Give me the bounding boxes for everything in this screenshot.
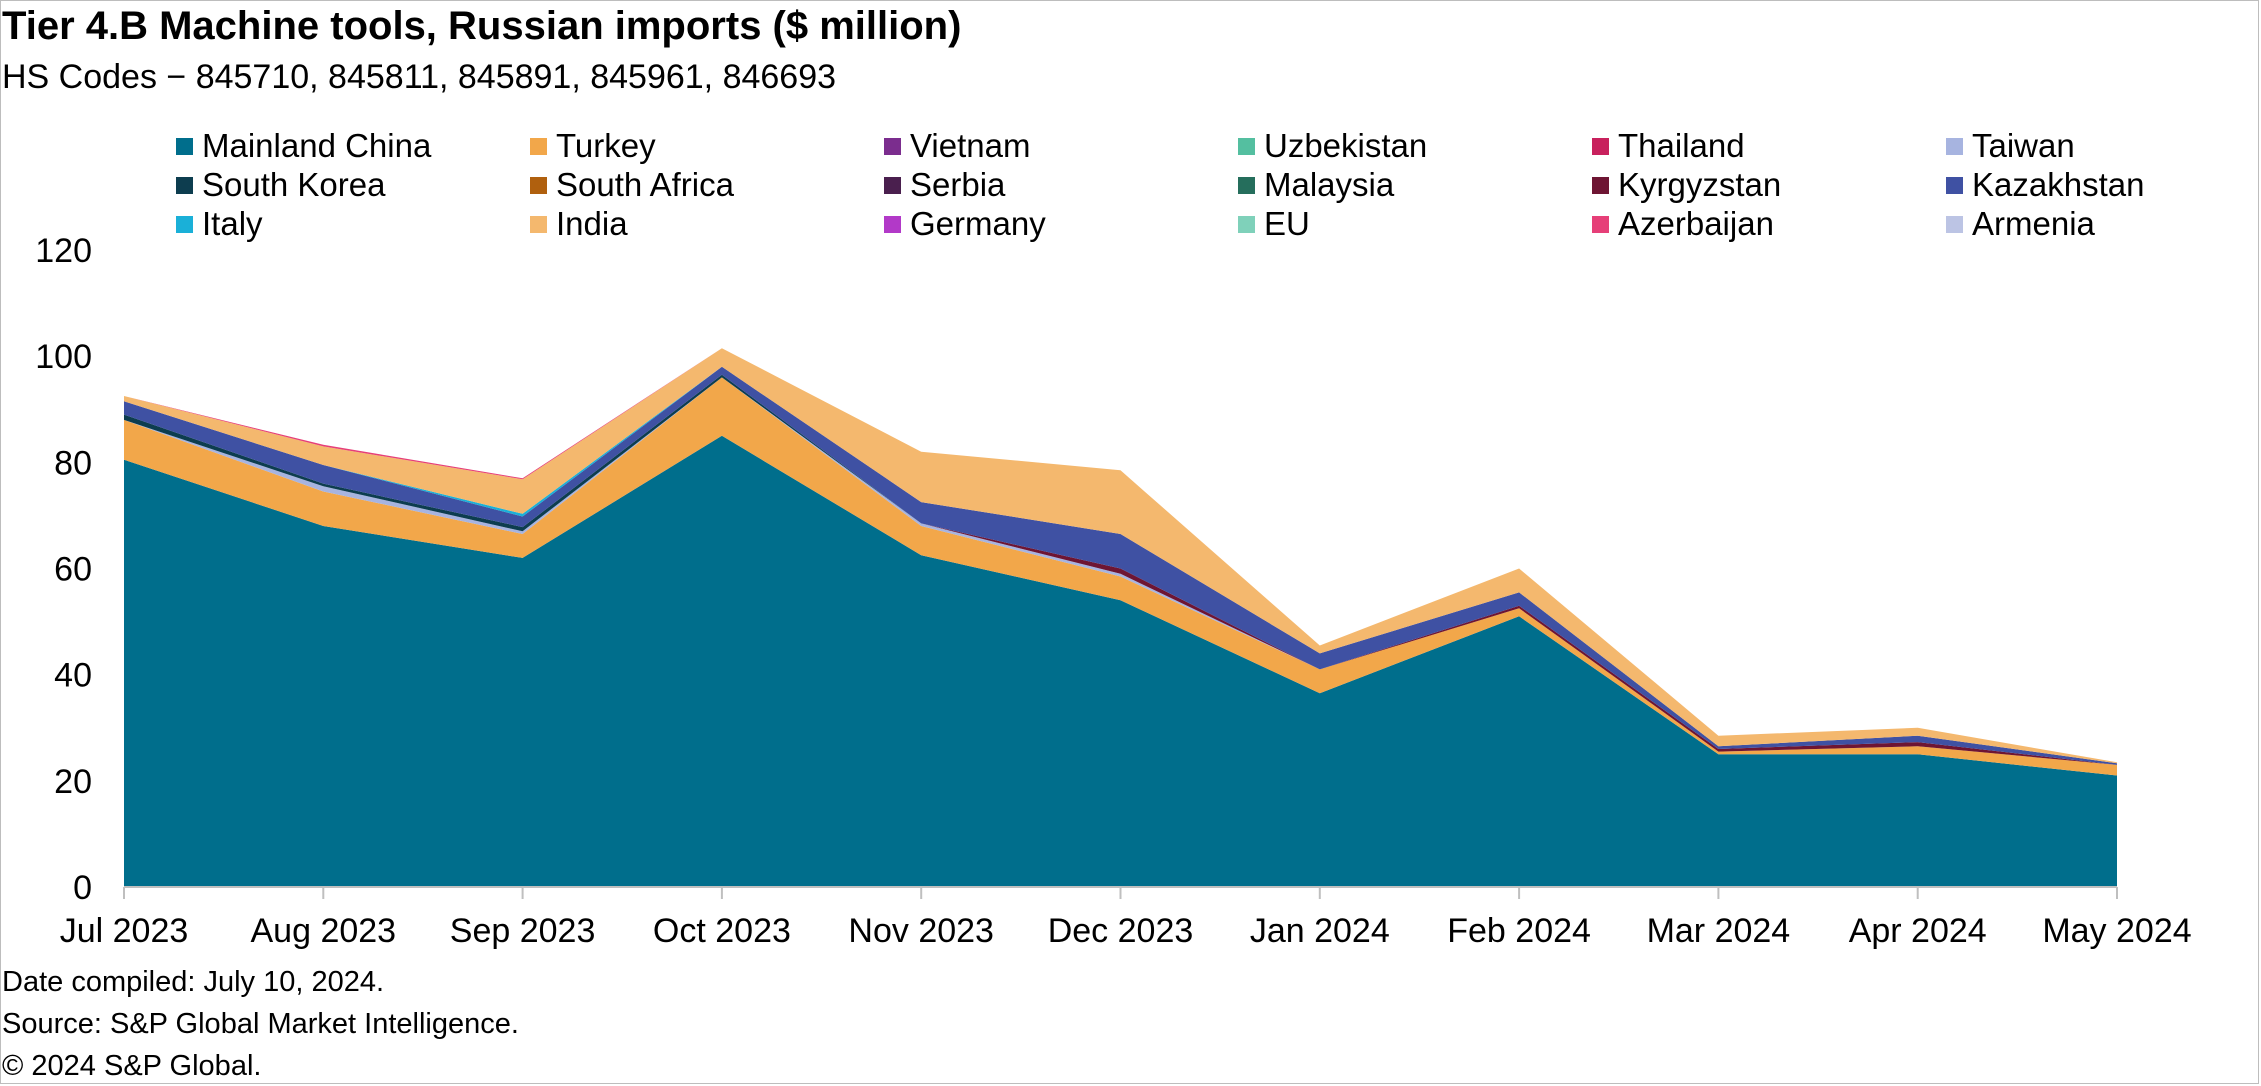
legend-item: Armenia xyxy=(1946,205,2261,242)
legend-item: Azerbaijan xyxy=(1592,205,1946,242)
y-tick-label: 60 xyxy=(54,551,92,589)
legend-swatch xyxy=(884,137,901,155)
legend-label: EU xyxy=(1264,205,1310,242)
legend-item: Turkey xyxy=(530,127,884,164)
legend-item: South Korea xyxy=(176,166,530,203)
legend-swatch xyxy=(1946,215,1963,233)
y-tick-label: 80 xyxy=(54,444,92,482)
y-tick-label: 40 xyxy=(54,657,92,695)
legend-item: Malaysia xyxy=(1238,166,1592,203)
x-tick-label: Jul 2023 xyxy=(60,912,189,950)
legend-label: India xyxy=(556,205,628,242)
y-tick-label: 0 xyxy=(73,869,92,907)
legend-label: Kyrgyzstan xyxy=(1618,166,1782,203)
x-tick-label: Nov 2023 xyxy=(848,912,994,950)
x-tick-label: Sep 2023 xyxy=(450,912,596,950)
legend-label: Mainland China xyxy=(202,127,432,164)
x-tick-label: Dec 2023 xyxy=(1048,912,1194,950)
legend-label: Kazakhstan xyxy=(1972,166,2145,203)
chart-legend: Mainland China Turkey Vietnam Uzbekistan Tha… xyxy=(176,127,2236,242)
y-tick-label: 20 xyxy=(54,763,92,801)
x-tick-label: Jan 2024 xyxy=(1250,912,1390,950)
legend-label: South Korea xyxy=(202,166,386,203)
legend-swatch xyxy=(1592,137,1609,155)
x-tick-label: Oct 2023 xyxy=(653,912,791,950)
legend-label: Vietnam xyxy=(910,127,1031,164)
legend-item: Taiwan xyxy=(1946,127,2261,164)
legend-item: Italy xyxy=(176,205,530,242)
legend-swatch xyxy=(1946,137,1963,155)
source-note: Source: S&P Global Market Intelligence. xyxy=(2,1008,519,1040)
x-tick-label: Aug 2023 xyxy=(251,912,397,950)
legend-swatch xyxy=(884,215,901,233)
legend-swatch xyxy=(176,137,193,155)
chart-subtitle: HS Codes − 845710, 845811, 845891, 84596… xyxy=(2,58,837,96)
legend-swatch xyxy=(1592,176,1609,194)
legend-item: Kazakhstan xyxy=(1946,166,2261,203)
legend-swatch xyxy=(176,215,193,233)
area-series-india xyxy=(124,348,2117,764)
x-tick-label: Feb 2024 xyxy=(1447,912,1591,950)
legend-label: Germany xyxy=(910,205,1046,242)
area-series-kazakhstan xyxy=(124,366,2117,765)
legend-item: Kyrgyzstan xyxy=(1592,166,1946,203)
legend-swatch xyxy=(176,176,193,194)
legend-swatch xyxy=(884,176,901,194)
area-series-kyrgyzstan xyxy=(124,374,2117,765)
legend-swatch xyxy=(1592,215,1609,233)
y-tick-label: 100 xyxy=(35,338,92,376)
legend-swatch xyxy=(1946,176,1963,194)
x-tick-label: Mar 2024 xyxy=(1647,912,1791,950)
legend-label: Turkey xyxy=(556,127,656,164)
legend-label: Malaysia xyxy=(1264,166,1395,203)
x-tick-label: May 2024 xyxy=(2042,912,2191,950)
legend-label: Thailand xyxy=(1618,127,1745,164)
legend-label: Azerbaijan xyxy=(1618,205,1774,242)
legend-label: Serbia xyxy=(910,166,1006,203)
chart-title: Tier 4.B Machine tools, Russian imports … xyxy=(2,4,962,48)
date-compiled-note: Date compiled: July 10, 2024. xyxy=(2,966,385,998)
legend-item: South Africa xyxy=(530,166,884,203)
legend-item: India xyxy=(530,205,884,242)
area-series-mainland-china xyxy=(124,435,2117,887)
legend-label: South Africa xyxy=(556,166,734,203)
legend-swatch xyxy=(1238,137,1255,155)
legend-label: Taiwan xyxy=(1972,127,2075,164)
legend-item: Serbia xyxy=(884,166,1238,203)
legend-item: Germany xyxy=(884,205,1238,242)
legend-item: Mainland China xyxy=(176,127,530,164)
legend-swatch xyxy=(530,137,547,155)
legend-item: Vietnam xyxy=(884,127,1238,164)
legend-label: Uzbekistan xyxy=(1264,127,1428,164)
legend-label: Italy xyxy=(202,205,263,242)
legend-label: Armenia xyxy=(1972,205,2095,242)
legend-item: EU xyxy=(1238,205,1592,242)
area-series-turkey xyxy=(124,377,2117,776)
legend-swatch xyxy=(530,176,547,194)
legend-item: Thailand xyxy=(1592,127,1946,164)
copyright-note: © 2024 S&P Global. xyxy=(2,1050,262,1082)
legend-swatch xyxy=(1238,215,1255,233)
legend-swatch xyxy=(1238,176,1255,194)
legend-swatch xyxy=(530,215,547,233)
y-tick-label: 120 xyxy=(35,232,92,270)
x-tick-label: Apr 2024 xyxy=(1849,912,1987,950)
legend-item: Uzbekistan xyxy=(1238,127,1592,164)
